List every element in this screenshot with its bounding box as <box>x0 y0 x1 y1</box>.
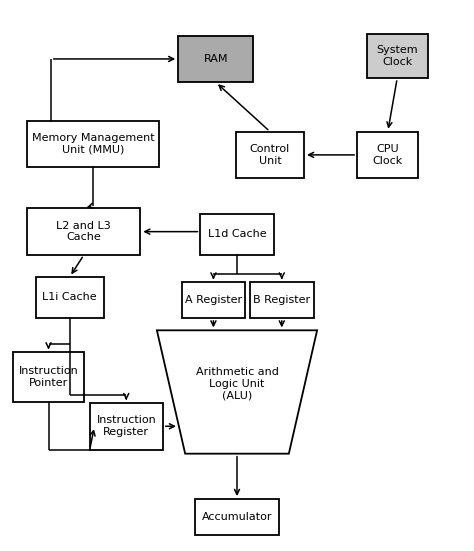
FancyBboxPatch shape <box>178 36 254 82</box>
FancyBboxPatch shape <box>357 132 419 178</box>
FancyBboxPatch shape <box>27 121 159 167</box>
FancyBboxPatch shape <box>13 352 84 402</box>
Polygon shape <box>157 330 317 453</box>
FancyBboxPatch shape <box>36 277 104 318</box>
Text: Accumulator: Accumulator <box>202 512 272 522</box>
FancyBboxPatch shape <box>236 132 304 178</box>
Text: A Register: A Register <box>185 295 242 305</box>
FancyBboxPatch shape <box>182 282 245 318</box>
Text: Memory Management
Unit (MMU): Memory Management Unit (MMU) <box>32 133 155 155</box>
FancyBboxPatch shape <box>366 34 428 78</box>
FancyBboxPatch shape <box>195 499 279 534</box>
FancyBboxPatch shape <box>250 282 314 318</box>
Text: B Register: B Register <box>253 295 310 305</box>
FancyBboxPatch shape <box>90 403 163 450</box>
Text: L1d Cache: L1d Cache <box>208 229 266 239</box>
Text: Control
Unit: Control Unit <box>250 144 290 166</box>
Text: Instruction
Register: Instruction Register <box>96 415 156 437</box>
Text: CPU
Clock: CPU Clock <box>373 144 403 166</box>
FancyBboxPatch shape <box>27 208 140 255</box>
Text: Arithmetic and
Logic Unit
(ALU): Arithmetic and Logic Unit (ALU) <box>196 367 278 401</box>
Text: RAM: RAM <box>203 54 228 64</box>
Text: System
Clock: System Clock <box>376 45 418 67</box>
Text: L2 and L3
Cache: L2 and L3 Cache <box>56 221 111 242</box>
FancyBboxPatch shape <box>201 214 273 255</box>
Text: Instruction
Pointer: Instruction Pointer <box>18 366 78 388</box>
Text: L1i Cache: L1i Cache <box>42 293 97 302</box>
